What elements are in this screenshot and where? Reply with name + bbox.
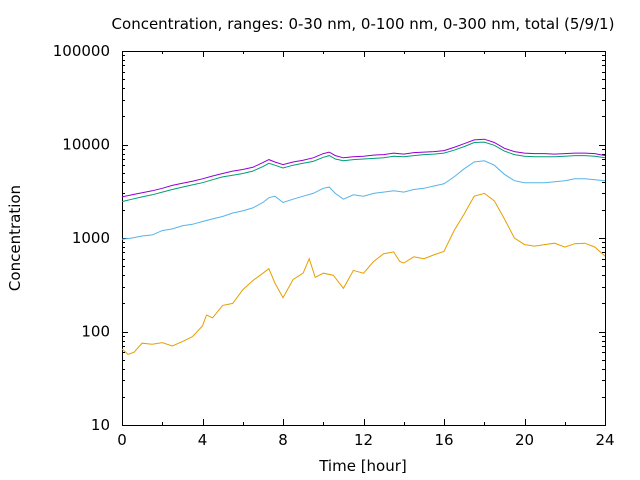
- y-tick-label: 100000: [53, 42, 110, 60]
- x-tick-label: 0: [117, 431, 127, 449]
- series-line-1: [121, 192, 606, 355]
- series-line-3: [121, 141, 606, 203]
- x-tick-label: 24: [595, 431, 614, 449]
- x-tick-label: 12: [354, 431, 373, 449]
- y-tick-label: 1000: [72, 229, 110, 247]
- x-tick-label: 8: [278, 431, 288, 449]
- y-tick-label: 100: [81, 323, 110, 341]
- series-line-4: [121, 138, 606, 198]
- series-group: [121, 138, 606, 355]
- series-line-2: [121, 160, 606, 240]
- x-tick-label: 20: [515, 431, 534, 449]
- x-axis-label: Time [hour]: [318, 457, 407, 475]
- axis-ticks: 0 4 8 12 16 20 24 10 100 1000 10000 100000: [53, 42, 615, 449]
- y-axis-label: Concentration: [6, 185, 24, 291]
- x-tick-label: 16: [434, 431, 453, 449]
- y-tick-label: 10000: [62, 136, 110, 154]
- y-tick-label: 10: [91, 416, 110, 434]
- x-tick-label: 4: [198, 431, 208, 449]
- plot-frame: [122, 51, 606, 426]
- chart-title: Concentration, ranges: 0-30 nm, 0-100 nm…: [112, 15, 615, 33]
